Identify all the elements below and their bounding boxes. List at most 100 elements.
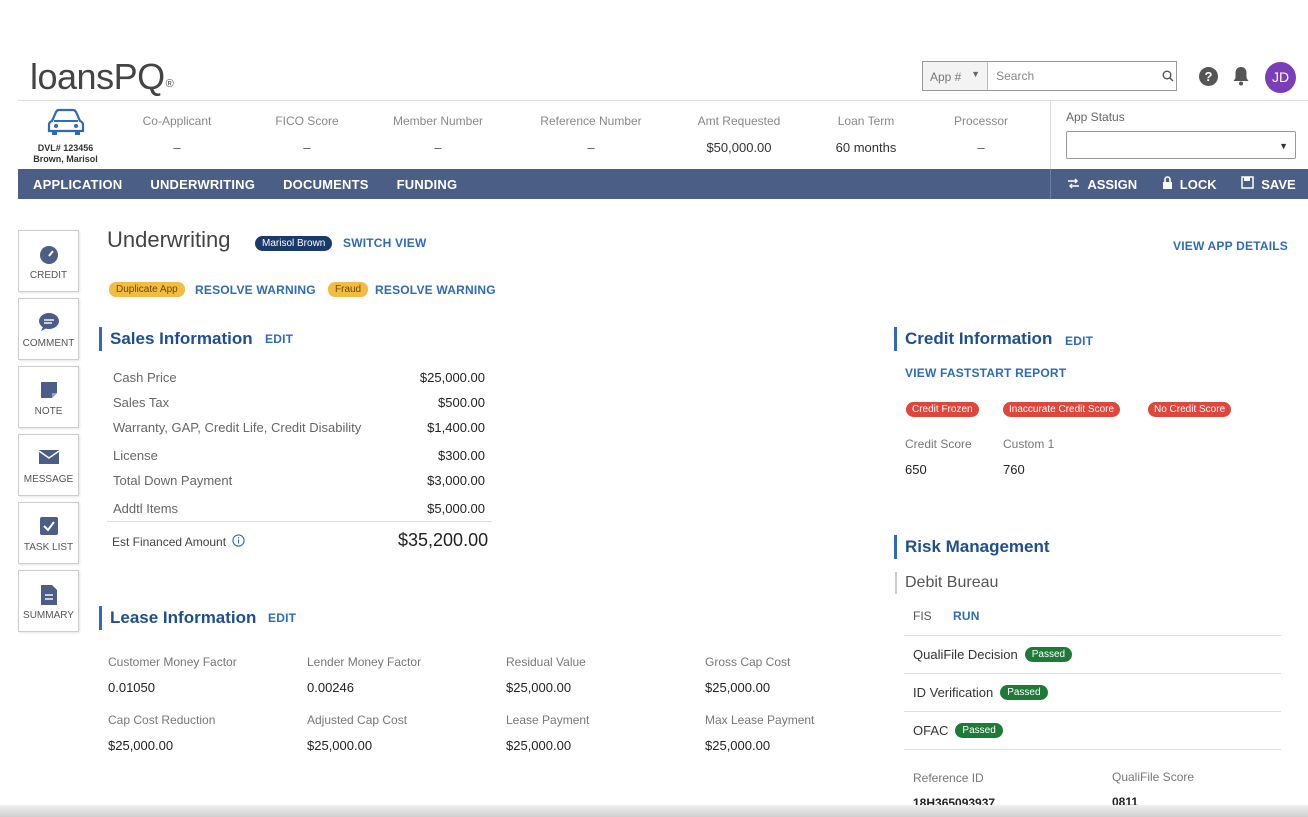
- view-faststart-report-link[interactable]: VIEW FASTSTART REPORT: [905, 366, 1067, 380]
- credit-score-label: Credit Score: [905, 437, 972, 451]
- save-button-label: SAVE: [1261, 176, 1296, 192]
- rail-summary[interactable]: SUMMARY: [18, 570, 79, 632]
- help-icon[interactable]: ?: [1199, 67, 1218, 86]
- gauge-icon: [19, 244, 78, 266]
- rail-task-list[interactable]: TASK LIST: [18, 502, 79, 564]
- resolve-warning-link[interactable]: RESOLVE WARNING: [375, 283, 496, 297]
- divider: [904, 635, 1281, 636]
- lease-cell: Max Lease Payment $25,000.00: [705, 713, 895, 753]
- save-icon: [1241, 176, 1254, 192]
- qualifile-score-label: QualiFile Score: [1112, 770, 1195, 784]
- sales-value: $1,400.00: [427, 420, 485, 435]
- lease-value: $25,000.00: [705, 738, 771, 753]
- est-financed-value: $35,200.00: [398, 530, 489, 550]
- vehicle-id: DVL# 123456: [37, 143, 94, 153]
- logo-registered-mark: ®: [165, 78, 174, 90]
- sales-value: $3,000.00: [427, 473, 485, 488]
- envelope-icon: [19, 448, 78, 470]
- application-summary-bar: DVL# 123456 Brown, Marisol Co-Applicant …: [18, 100, 1308, 170]
- chevron-down-icon: ▼: [971, 69, 981, 79]
- sales-value: $500.00: [438, 395, 485, 410]
- credit-edit-link[interactable]: EDIT: [1065, 334, 1094, 348]
- lease-cell: Lender Money Factor 0.00246: [307, 655, 497, 695]
- avatar[interactable]: JD: [1265, 62, 1296, 93]
- switch-view-link[interactable]: SWITCH VIEW: [343, 236, 427, 250]
- summary-label: Reference Number: [540, 114, 642, 128]
- search-input[interactable]: [988, 62, 1160, 90]
- lease-cell: Cap Cost Reduction $25,000.00: [108, 713, 298, 753]
- run-link[interactable]: RUN: [953, 609, 980, 623]
- sales-row: Cash Price $25,000.00: [113, 370, 485, 385]
- risk-check-label: OFAC: [913, 723, 949, 738]
- lock-button-label: LOCK: [1179, 176, 1217, 192]
- tab-funding[interactable]: FUNDING: [396, 176, 458, 192]
- summary-amount-requested: Amt Requested $50,000.00: [680, 114, 798, 155]
- sales-label: Total Down Payment: [113, 473, 233, 488]
- lease-label: Cap Cost Reduction: [108, 713, 216, 727]
- lease-label: Adjusted Cap Cost: [307, 713, 408, 727]
- app-status-block: App Status ▼: [1050, 101, 1308, 170]
- app-number-select[interactable]: App # ▼: [923, 62, 989, 90]
- resolve-warning-link[interactable]: RESOLVE WARNING: [195, 283, 316, 297]
- summary-label: Co-Applicant: [142, 114, 212, 128]
- warning-badge-duplicate-app: Duplicate App: [109, 282, 185, 297]
- tab-underwriting[interactable]: UNDERWRITING: [150, 176, 256, 192]
- passed-badge: Passed: [1000, 685, 1048, 700]
- search-icon[interactable]: [1159, 62, 1176, 90]
- logo-text: loansPQ: [30, 56, 165, 97]
- lock-button[interactable]: LOCK: [1162, 176, 1217, 192]
- risk-check-label: ID Verification: [913, 685, 994, 700]
- tab-documents[interactable]: DOCUMENTS: [283, 176, 369, 192]
- lease-label: Residual Value: [506, 655, 586, 669]
- assign-button[interactable]: ASSIGN: [1067, 177, 1137, 192]
- view-app-details-link[interactable]: VIEW APP DETAILS: [1173, 239, 1288, 253]
- applicant-badge: Marisol Brown: [255, 236, 333, 251]
- main-nav: APPLICATION UNDERWRITING DOCUMENTS FUNDI…: [18, 169, 1308, 199]
- rail-note[interactable]: NOTE: [18, 366, 79, 428]
- inaccurate-credit-score-badge: Inaccurate Credit Score: [1003, 402, 1121, 417]
- est-financed-label-text: Est Financed Amount: [112, 535, 227, 549]
- lease-label: Gross Cap Cost: [705, 655, 791, 669]
- summary-label: Processor: [953, 114, 1009, 128]
- rail-label: SUMMARY: [23, 610, 74, 621]
- info-icon[interactable]: [232, 534, 245, 550]
- sales-row: Sales Tax $500.00: [113, 395, 485, 410]
- lease-cell: Residual Value $25,000.00: [506, 655, 696, 695]
- comment-icon: [19, 312, 78, 334]
- rail-message[interactable]: MESSAGE: [18, 434, 79, 496]
- sales-row: Total Down Payment $3,000.00: [113, 473, 485, 488]
- lease-information-title: Lease Information: [99, 606, 256, 630]
- lease-cell: Gross Cap Cost $25,000.00: [705, 655, 895, 695]
- lease-edit-link[interactable]: EDIT: [268, 611, 297, 625]
- rail-comment[interactable]: COMMENT: [18, 298, 79, 360]
- rail-credit[interactable]: CREDIT: [18, 230, 79, 292]
- nav-actions: ASSIGN LOCK SAVE: [1050, 169, 1308, 199]
- risk-check-row: OFAC Passed: [904, 712, 1281, 750]
- lease-cell: Customer Money Factor 0.01050: [108, 655, 298, 695]
- bell-icon[interactable]: [1232, 66, 1250, 91]
- summary-value: –: [587, 140, 595, 155]
- sales-information-title: Sales Information: [99, 327, 253, 351]
- passed-badge: Passed: [955, 723, 1003, 738]
- window-bottom-edge: [0, 805, 1308, 817]
- lease-label: Customer Money Factor: [108, 655, 237, 669]
- warning-badge-fraud: Fraud: [328, 282, 369, 297]
- debit-bureau-title: Debit Bureau: [895, 572, 998, 594]
- page-title: Underwriting: [107, 227, 231, 252]
- sales-value: $5,000.00: [427, 501, 485, 516]
- tab-application[interactable]: APPLICATION: [33, 176, 123, 192]
- lease-label: Max Lease Payment: [705, 713, 815, 727]
- app-logo[interactable]: loansPQ®: [30, 56, 174, 98]
- risk-check-row: ID Verification Passed: [904, 674, 1281, 712]
- rail-label: CREDIT: [29, 270, 68, 281]
- save-button[interactable]: SAVE: [1241, 176, 1296, 192]
- sales-row: Addtl Items $5,000.00: [113, 501, 485, 516]
- rail-label: TASK LIST: [23, 542, 74, 553]
- chevron-down-icon: ▼: [1279, 141, 1288, 151]
- app-status-select[interactable]: ▼: [1066, 131, 1296, 159]
- assign-button-label: ASSIGN: [1087, 176, 1138, 192]
- lease-cell: Lease Payment $25,000.00: [506, 713, 696, 753]
- vehicle-block: DVL# 123456 Brown, Marisol: [18, 107, 113, 164]
- sales-edit-link[interactable]: EDIT: [265, 332, 294, 346]
- summary-label: Loan Term: [837, 114, 895, 128]
